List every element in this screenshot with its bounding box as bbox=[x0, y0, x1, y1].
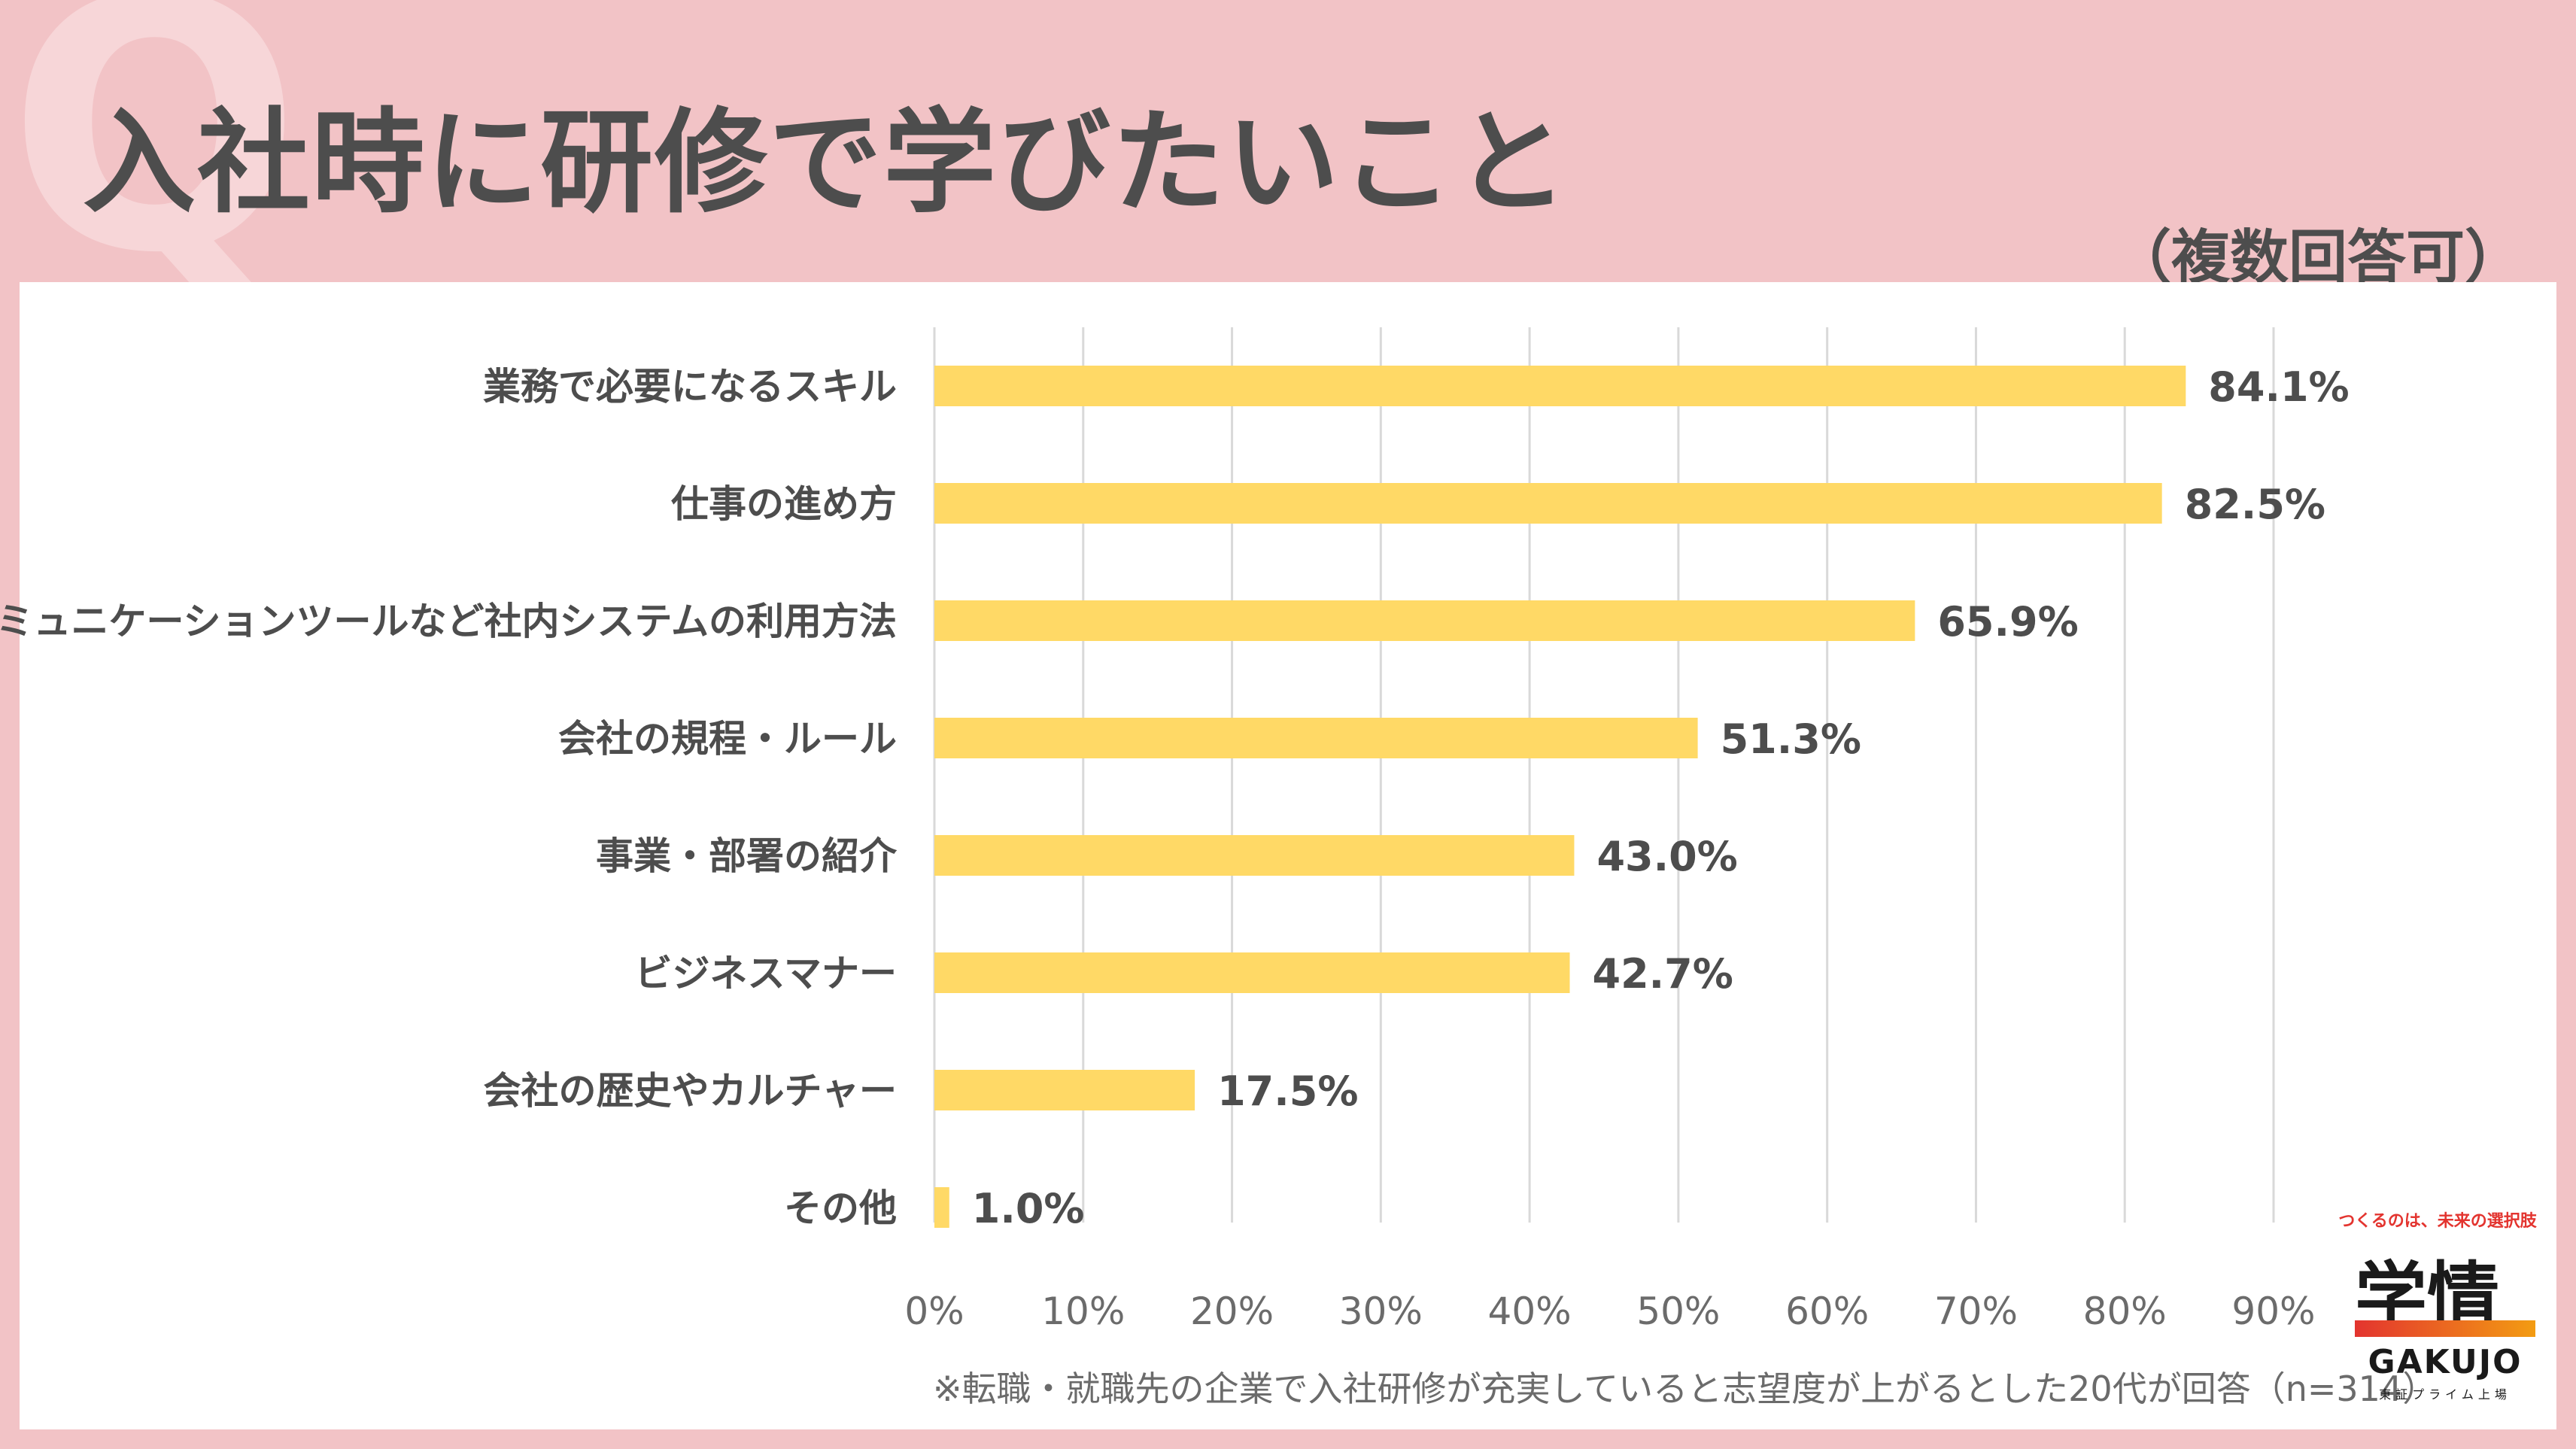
logo-bar bbox=[2355, 1320, 2535, 1337]
logo-name-en: GAKUJO bbox=[2368, 1343, 2523, 1381]
value-label: 84.1% bbox=[2208, 363, 2349, 411]
x-tick-label: 50% bbox=[1636, 1290, 1720, 1333]
page-title: 入社時に研修で学びたいこと bbox=[83, 98, 1570, 229]
q-watermark: Q bbox=[8, 0, 302, 329]
bar bbox=[934, 483, 2162, 524]
category-label: ビジネスマナー bbox=[635, 952, 898, 995]
value-label: 42.7% bbox=[1593, 950, 1733, 998]
category-label: 会社の歴史やカルチャー bbox=[484, 1069, 898, 1113]
logo-sub: 東証プライム上場 bbox=[2379, 1387, 2511, 1402]
bar bbox=[934, 718, 1698, 758]
x-tick-label: 40% bbox=[1488, 1290, 1572, 1333]
category-label: コミュニケーションツールなど社内システムの利用方法 bbox=[0, 600, 897, 643]
x-tick-label: 0% bbox=[904, 1290, 964, 1333]
category-label: 会社の規程・ルール bbox=[558, 717, 897, 761]
value-label: 1.0% bbox=[972, 1185, 1085, 1232]
bar bbox=[934, 1187, 949, 1228]
value-label: 17.5% bbox=[1217, 1068, 1358, 1115]
bar bbox=[934, 1070, 1195, 1110]
bar bbox=[934, 366, 2186, 406]
x-tick-label: 60% bbox=[1785, 1290, 1869, 1333]
value-label: 43.0% bbox=[1596, 833, 1737, 880]
x-tick-label: 80% bbox=[2083, 1290, 2167, 1333]
x-tick-label: 10% bbox=[1041, 1290, 1125, 1333]
bar bbox=[934, 952, 1570, 993]
bar bbox=[934, 600, 1915, 641]
x-tick-label: 70% bbox=[1934, 1290, 2018, 1333]
category-label: 業務で必要になるスキル bbox=[483, 365, 897, 409]
multiple-answer-note: （複数回答可） bbox=[2112, 224, 2523, 292]
logo-tagline: つくるのは、未来の選択肢 bbox=[2338, 1212, 2537, 1231]
x-tick-label: 90% bbox=[2231, 1290, 2315, 1333]
footnote: ※転職・就職先の企業で入社研修が充実していると志望度が上がるとした20代が回答（… bbox=[933, 1368, 2438, 1409]
category-label: 仕事の進め方 bbox=[671, 482, 897, 526]
x-tick-label: 20% bbox=[1190, 1290, 1274, 1333]
x-tick-label: 30% bbox=[1339, 1290, 1423, 1333]
bar bbox=[934, 835, 1575, 876]
value-label: 82.5% bbox=[2185, 481, 2325, 528]
gakujo-logo: つくるのは、未来の選択肢 学情 GAKUJO 東証プライム上場 bbox=[2325, 1208, 2550, 1407]
value-label: 65.9% bbox=[1937, 598, 2078, 646]
value-label: 51.3% bbox=[1721, 715, 1861, 763]
category-label: 事業・部署の紹介 bbox=[596, 834, 898, 878]
category-label: その他 bbox=[784, 1186, 897, 1230]
